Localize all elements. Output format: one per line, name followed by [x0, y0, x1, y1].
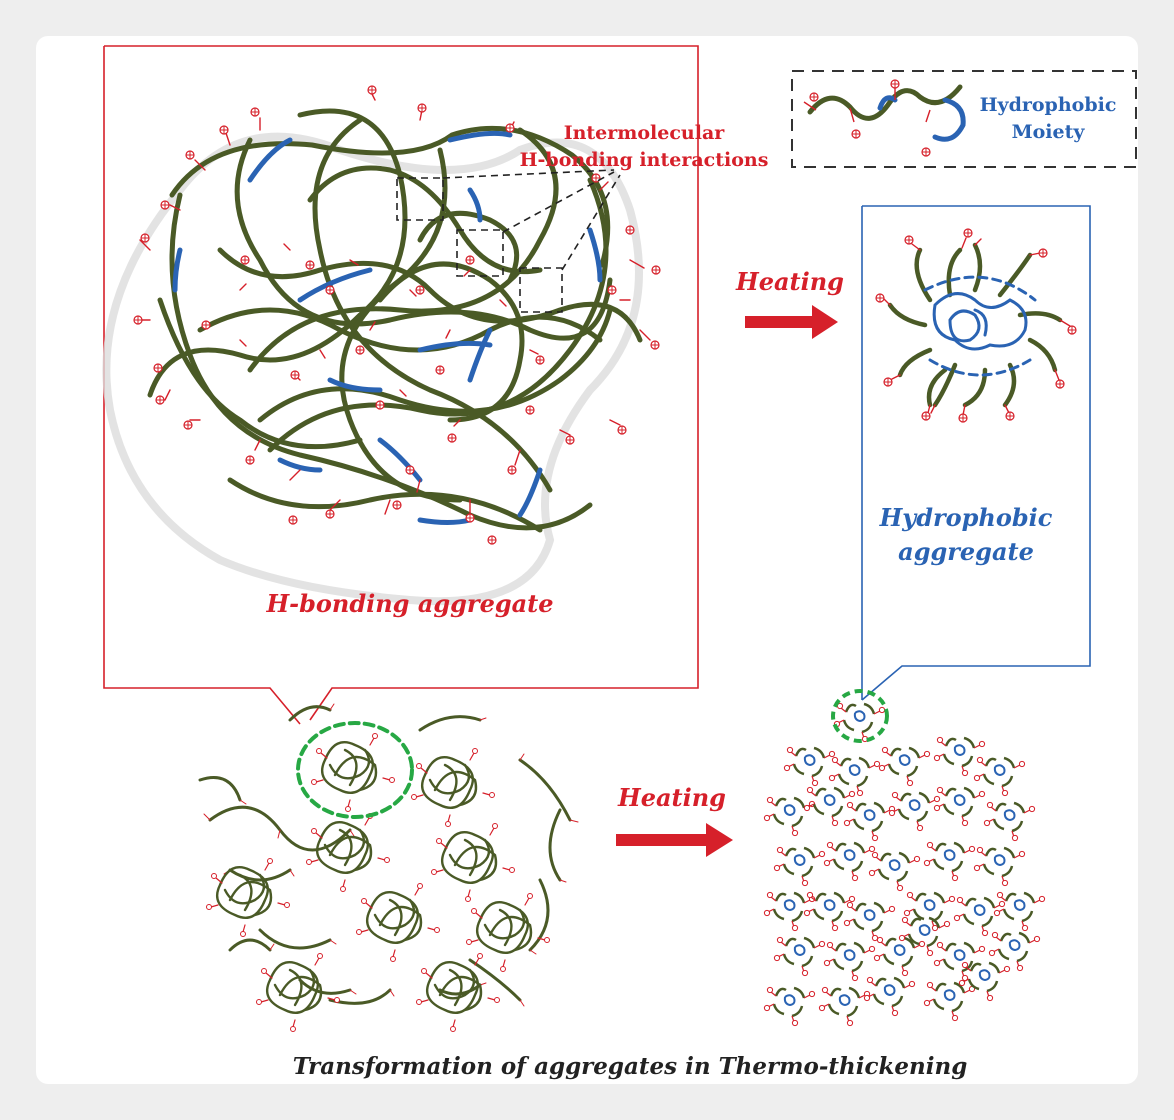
hydrophobic-frame — [861, 205, 1091, 701]
legend-box: Hydrophobic Moiety — [791, 70, 1137, 168]
heating-arrow-bottom: Heating — [616, 783, 733, 857]
interaction-highlights — [396, 169, 621, 313]
hydrophobic-aggregate-label-line1: Hydrophobic — [879, 503, 1053, 532]
heating-label-top: Heating — [735, 267, 844, 296]
h-bonding-network-bulk — [198, 703, 579, 1033]
hydrophobic-network-bulk — [763, 689, 1046, 1027]
heating-label-bottom: Heating — [617, 783, 726, 812]
legend-label-line2: Moiety — [1012, 121, 1086, 143]
charge-icon — [809, 92, 819, 102]
highlight-circle-right — [831, 689, 889, 743]
h-bonding-network — [102, 85, 661, 606]
intermolecular-label-line1: Intermolecular — [564, 122, 726, 144]
heating-arrow-top: Heating — [735, 267, 844, 339]
h-bonding-aggregate-label: H-bonding aggregate — [265, 589, 553, 618]
charge-icon — [890, 79, 900, 89]
heating-arrow-icon — [745, 305, 838, 339]
hydrophobic-aggregate-label-line2: aggregate — [898, 537, 1034, 566]
charge-icon — [921, 147, 931, 157]
charge-icon — [851, 129, 861, 139]
hydrophobic-micelle — [875, 228, 1077, 423]
figure-caption: Transformation of aggregates in Thermo-t… — [293, 1053, 968, 1080]
highlight-circle-left — [296, 721, 414, 819]
intermolecular-label-line2: H-bonding interactions — [520, 149, 769, 171]
heating-arrow-icon — [616, 823, 733, 857]
legend-label-line1: Hydrophobic — [980, 94, 1117, 116]
